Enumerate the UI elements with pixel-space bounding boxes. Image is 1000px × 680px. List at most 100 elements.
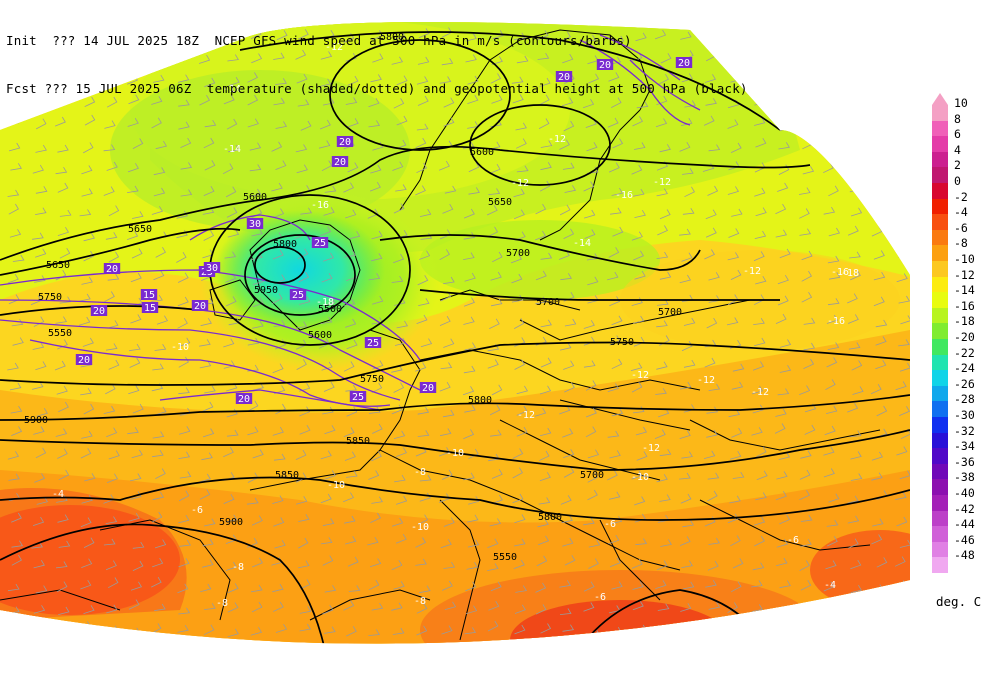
legend-entry: -2 xyxy=(932,191,996,215)
temperature-label: -8 xyxy=(414,467,426,478)
wind-barb-icon xyxy=(276,30,288,41)
wind-label: 20 xyxy=(422,383,434,394)
wind-barb-icon xyxy=(560,342,572,351)
wind-barb-icon xyxy=(346,470,358,478)
wind-barb-icon xyxy=(823,468,835,478)
wind-barb-icon xyxy=(779,339,792,348)
wind-barb-icon xyxy=(7,583,20,592)
wind-barb-icon xyxy=(634,513,646,523)
legend-swatch xyxy=(932,541,948,558)
legend-swatch xyxy=(932,339,948,355)
wind-barb-icon xyxy=(251,584,263,593)
wind-barb-icon xyxy=(155,468,166,479)
wind-barb-icon xyxy=(226,118,238,130)
wind-barb-icon xyxy=(488,600,500,611)
legend-swatch xyxy=(932,292,948,308)
wind-barb-icon xyxy=(34,275,46,283)
wind-barb-icon xyxy=(8,625,19,636)
wind-barb-icon xyxy=(419,208,432,217)
wind-barb-icon xyxy=(320,316,333,324)
wind-barb-icon xyxy=(179,337,191,347)
wind-barb-icon xyxy=(656,320,668,328)
wind-barb-icon xyxy=(395,495,408,505)
wind-barb-icon xyxy=(657,603,670,611)
wind-barb-icon xyxy=(871,206,884,215)
wind-barb-icon xyxy=(731,581,742,593)
legend-entry: -24 xyxy=(932,362,996,386)
wind-barb-icon xyxy=(348,585,361,592)
wind-barb-icon xyxy=(202,648,212,657)
wind-barb-icon xyxy=(681,622,693,632)
wind-barb-icon xyxy=(105,383,116,395)
wind-barb-icon xyxy=(847,402,859,413)
wind-barb-icon xyxy=(441,57,454,66)
wind-barb-icon xyxy=(871,605,883,614)
wind-barb-icon xyxy=(850,559,862,570)
wind-barb-icon xyxy=(277,650,288,657)
wind-barb-icon xyxy=(513,188,525,198)
wind-barb-icon xyxy=(152,491,165,501)
wind-barb-icon xyxy=(535,582,547,593)
legend-swatch xyxy=(932,245,948,261)
wind-barb-icon xyxy=(799,560,810,572)
wind-barb-icon xyxy=(634,270,646,280)
wind-barb-icon xyxy=(33,605,46,614)
wind-barb-icon xyxy=(201,452,213,461)
temperature-label: -14 xyxy=(223,84,241,95)
wind-barb-icon xyxy=(34,473,46,483)
wind-barb-icon xyxy=(225,186,237,198)
wind-barb-icon xyxy=(798,74,810,86)
wind-barb-icon xyxy=(79,209,92,217)
wind-barb-icon xyxy=(539,650,550,658)
wind-barb-icon xyxy=(153,187,166,197)
wind-barb-icon xyxy=(57,226,70,236)
wind-barb-icon xyxy=(391,275,404,283)
legend-label: -34 xyxy=(954,439,975,454)
wind-barb-icon xyxy=(611,408,624,417)
wind-barb-icon xyxy=(178,558,190,568)
height-label: 5850 xyxy=(346,436,370,447)
wind-label-bg xyxy=(103,263,121,274)
wind-barb-icon xyxy=(823,140,836,150)
wind-barb-icon xyxy=(799,385,811,395)
wind-barb-icon xyxy=(562,624,575,632)
wind-barb-icon xyxy=(657,225,668,236)
wind-barb-icon xyxy=(151,576,162,588)
wind-barb-icon xyxy=(443,117,455,127)
wind-barb-icon xyxy=(371,382,383,394)
wind-barb-icon xyxy=(799,228,812,236)
wind-barb-icon xyxy=(393,581,405,590)
header-line-forecast: Fcst ??? 15 JUL 2025 06Z temperature (sh… xyxy=(6,81,748,96)
wind-barb-icon xyxy=(899,406,910,416)
wind-barb-icon xyxy=(105,232,118,240)
wind-barb-icon xyxy=(7,451,20,460)
wind-barb-icon xyxy=(394,32,407,40)
wind-barb-icon xyxy=(822,100,835,110)
wind-barb-icon xyxy=(419,474,432,482)
wind-barb-icon xyxy=(12,337,24,346)
legend-swatch xyxy=(932,167,948,183)
wind-barb-icon xyxy=(80,517,92,528)
wind-barb-icon xyxy=(298,560,310,569)
wind-barb-icon xyxy=(128,385,140,395)
legend-swatch xyxy=(932,370,948,386)
wind-barb-icon xyxy=(563,360,575,370)
wind-barb-icon xyxy=(896,52,908,62)
wind-barb-icon xyxy=(779,248,791,259)
wind-barb-icon xyxy=(535,604,547,615)
wind-barb-icon xyxy=(464,404,476,413)
wind-barb-icon xyxy=(564,185,577,193)
wind-barb-icon xyxy=(226,429,239,437)
wind-barb-icon xyxy=(826,405,838,414)
wind-barb-icon xyxy=(369,558,382,568)
wind-barb-icon xyxy=(896,647,907,654)
wind-barb-icon xyxy=(825,379,836,391)
wind-barb-icon xyxy=(634,496,646,506)
wind-barb-icon xyxy=(32,341,45,350)
wind-barb-icon xyxy=(899,470,910,480)
wind-barb-icon xyxy=(823,607,836,615)
wind-barb-icon xyxy=(777,34,790,43)
wind-barb-icon xyxy=(803,317,816,325)
wind-barb-icon xyxy=(249,164,262,172)
wind-barb-icon xyxy=(344,451,356,461)
